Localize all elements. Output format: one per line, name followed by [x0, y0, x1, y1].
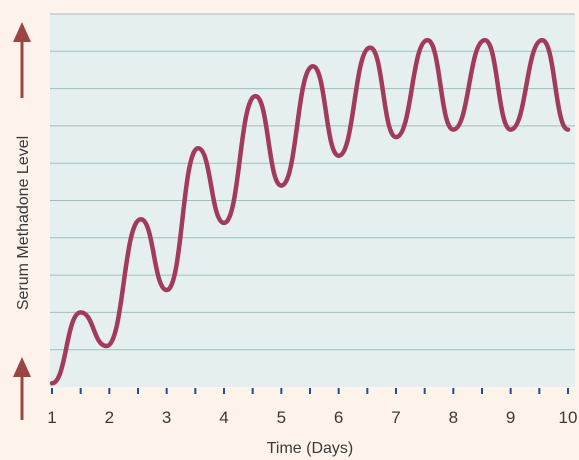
y-arrow-low-icon	[13, 357, 31, 420]
x-axis-title: Time (Days)	[267, 440, 354, 457]
x-tick-label: 2	[105, 408, 114, 427]
x-tick-label: 4	[219, 408, 228, 427]
x-tick-label: 10	[559, 408, 578, 427]
y-axis-title: Serum Methadone Level	[15, 136, 32, 310]
x-tick-label: 3	[162, 408, 171, 427]
y-arrow-up-icon	[13, 22, 31, 98]
x-tick-label: 5	[277, 408, 286, 427]
x-tick-label: 1	[47, 408, 56, 427]
x-axis-ticks	[51, 388, 569, 394]
x-tick-label: 7	[391, 408, 400, 427]
x-axis-tick-labels: 1 2 3 4 5 6 7 8 9 10	[47, 408, 577, 427]
gridlines	[50, 13, 575, 351]
x-tick-label: 9	[506, 408, 515, 427]
x-tick-label: 8	[449, 408, 458, 427]
x-tick-label: 6	[334, 408, 343, 427]
serum-level-line	[49, 37, 571, 386]
